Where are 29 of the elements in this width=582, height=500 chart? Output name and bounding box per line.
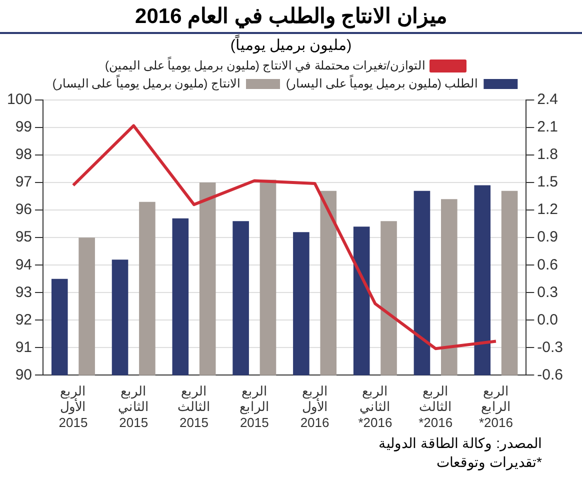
- y2-tick-label: 1.8: [537, 146, 558, 164]
- y2-tick-label: 2.4: [537, 91, 558, 108]
- y-tick-label: 97: [15, 174, 32, 191]
- y2-tick-label: 1.2: [537, 201, 558, 218]
- y-tick-label: 94: [15, 256, 32, 274]
- y-tick-label: 100: [6, 91, 32, 108]
- y-tick-label: 96: [15, 201, 32, 218]
- chart-subtitle: (مليون برميل يومياً): [229, 36, 353, 54]
- y-tick-label: 99: [15, 118, 32, 136]
- text: المصدر: وكالة الطاقة الدولية: [377, 434, 542, 453]
- y2-tick-label: 0.9: [537, 228, 558, 246]
- y2-tick-label: 0.0: [537, 311, 558, 328]
- y-tick-label: 98: [15, 146, 32, 164]
- y-tick-label: 93: [15, 284, 32, 301]
- y2-tick-label: -0.3: [537, 338, 564, 356]
- y2-tick-label: 0.3: [537, 284, 558, 301]
- text: *تقديرات وتوقعات: [436, 453, 542, 472]
- y-tick-label: 91: [15, 338, 32, 356]
- legend-label: التوازن/تغيرات محتملة في الانتاج (مليون برميل يومياً على اليمين): [105, 56, 425, 72]
- y2-tick-label: 0.6: [537, 256, 558, 274]
- y-tick-label: 90: [15, 366, 32, 384]
- chart-title: ميزان الانتاج والطلب في العام 2016: [0, 0, 582, 34]
- legend-label: الطلب (مليون برميل يومياً على اليسار): [286, 74, 478, 90]
- y-tick-label: 95: [15, 228, 32, 246]
- y2-tick-label: 1.5: [537, 174, 558, 191]
- y2-tick-label: -0.6: [537, 366, 564, 384]
- y-tick-label: 92: [15, 311, 32, 328]
- legend-label: الانتاج (مليون برميل يومياً على اليسار): [52, 74, 240, 90]
- y2-tick-label: 2.1: [537, 118, 558, 136]
